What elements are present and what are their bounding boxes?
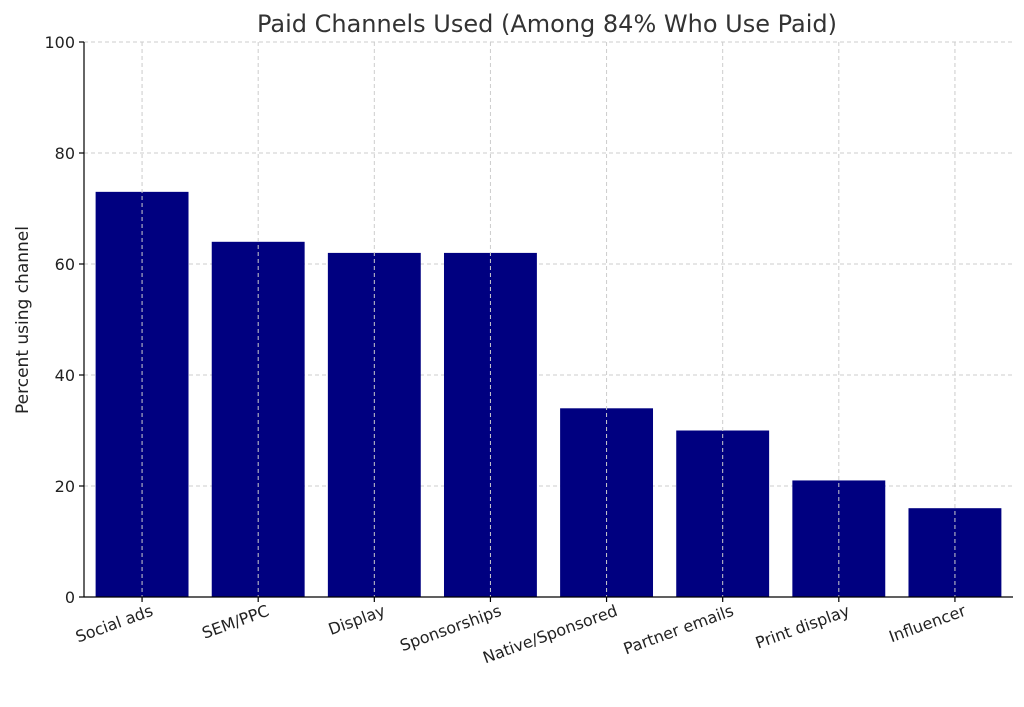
x-tick-label: Native/Sponsored xyxy=(480,601,620,667)
y-tick-label: 80 xyxy=(55,144,75,163)
x-tick-label: Print display xyxy=(753,601,852,653)
y-tick-label: 40 xyxy=(55,366,75,385)
x-tick-label: Display xyxy=(326,601,388,639)
axes-layer xyxy=(79,41,1013,602)
x-tick-label: Social ads xyxy=(73,601,155,646)
y-tick-label: 60 xyxy=(55,255,75,274)
y-tick-label: 20 xyxy=(55,477,75,496)
y-tick-label: 100 xyxy=(44,33,75,52)
bar xyxy=(560,408,654,597)
x-tick-label: Partner emails xyxy=(621,601,736,658)
bars-layer xyxy=(95,191,1002,598)
x-tick-label: Influencer xyxy=(886,601,968,646)
chart-title: Paid Channels Used (Among 84% Who Use Pa… xyxy=(257,10,837,38)
y-axis-title: Percent using channel xyxy=(13,226,33,414)
x-tick-label: SEM/PPC xyxy=(199,601,271,643)
x-grid-layer xyxy=(141,42,956,597)
y-tick-label: 0 xyxy=(65,588,75,607)
